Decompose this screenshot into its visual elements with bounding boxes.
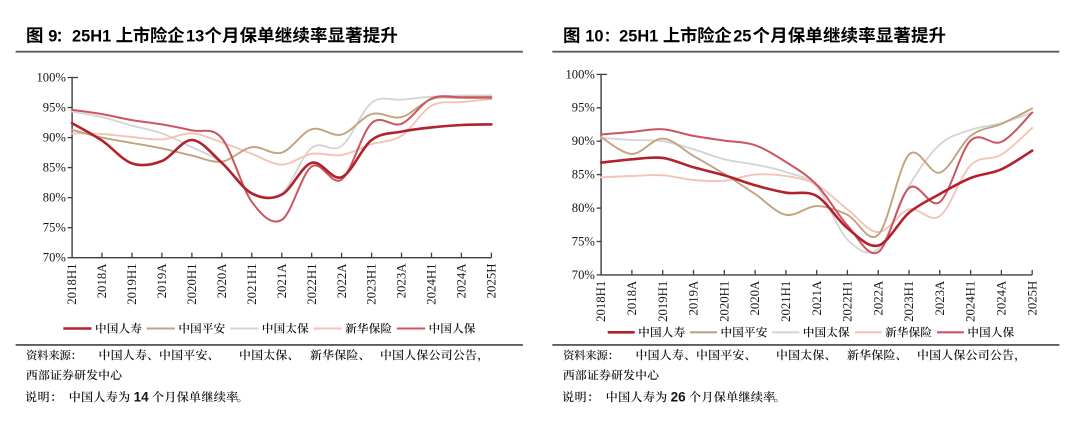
svg-text:2023A: 2023A <box>395 263 409 299</box>
svg-text:2024H1: 2024H1 <box>425 264 439 305</box>
svg-text:2021A: 2021A <box>275 263 289 299</box>
svg-text:2018H1: 2018H1 <box>594 281 608 322</box>
svg-text:2024A: 2024A <box>995 280 1009 316</box>
svg-text:2020A: 2020A <box>748 280 762 316</box>
svg-text:2021H1: 2021H1 <box>779 281 793 322</box>
svg-text:2021A: 2021A <box>810 280 824 316</box>
svg-text:90%: 90% <box>572 134 596 148</box>
svg-text:90%: 90% <box>43 131 67 145</box>
svg-text:25H1: 25H1 <box>619 28 658 46</box>
svg-text:85%: 85% <box>572 168 596 182</box>
svg-text:2019A: 2019A <box>687 280 701 316</box>
svg-text:25: 25 <box>733 28 751 46</box>
svg-text:2019A: 2019A <box>155 263 169 299</box>
svg-text:2022A: 2022A <box>335 263 349 299</box>
svg-text:13: 13 <box>186 28 204 46</box>
svg-text:2025H: 2025H <box>485 264 499 299</box>
svg-text:2024H1: 2024H1 <box>964 281 978 322</box>
svg-text:14: 14 <box>134 389 150 404</box>
svg-text:2023A: 2023A <box>933 280 947 316</box>
svg-text:2022H1: 2022H1 <box>305 264 319 305</box>
svg-text:80%: 80% <box>572 201 596 215</box>
svg-text:26: 26 <box>671 389 687 404</box>
svg-text:25H1: 25H1 <box>72 28 111 46</box>
svg-text:95%: 95% <box>572 101 596 115</box>
svg-text:2018A: 2018A <box>625 280 639 316</box>
svg-text:75%: 75% <box>572 234 596 248</box>
svg-text:75%: 75% <box>43 221 67 235</box>
svg-text:2020H1: 2020H1 <box>717 281 731 322</box>
svg-text:70%: 70% <box>43 251 67 265</box>
svg-text:2021H1: 2021H1 <box>245 264 259 305</box>
svg-text:2025H: 2025H <box>1025 281 1039 316</box>
svg-text:100%: 100% <box>37 70 67 84</box>
svg-text:2020H1: 2020H1 <box>185 264 199 305</box>
svg-text:2018H1: 2018H1 <box>65 264 79 305</box>
svg-text:2018A: 2018A <box>95 263 109 299</box>
svg-text:85%: 85% <box>43 161 67 175</box>
svg-text:100%: 100% <box>566 67 596 81</box>
svg-text:95%: 95% <box>43 100 67 114</box>
svg-text:2022A: 2022A <box>871 280 885 316</box>
svg-text:2020A: 2020A <box>215 263 229 299</box>
svg-text:2019H1: 2019H1 <box>656 281 670 322</box>
svg-text:2024A: 2024A <box>455 263 469 299</box>
svg-text:10: 10 <box>585 28 603 46</box>
svg-text:80%: 80% <box>43 191 67 205</box>
svg-text:70%: 70% <box>572 268 596 282</box>
svg-text:9: 9 <box>48 28 57 46</box>
svg-text:2023H1: 2023H1 <box>902 281 916 322</box>
svg-text:2022H1: 2022H1 <box>841 281 855 322</box>
svg-text:2019H1: 2019H1 <box>125 264 139 305</box>
svg-text:2023H1: 2023H1 <box>365 264 379 305</box>
